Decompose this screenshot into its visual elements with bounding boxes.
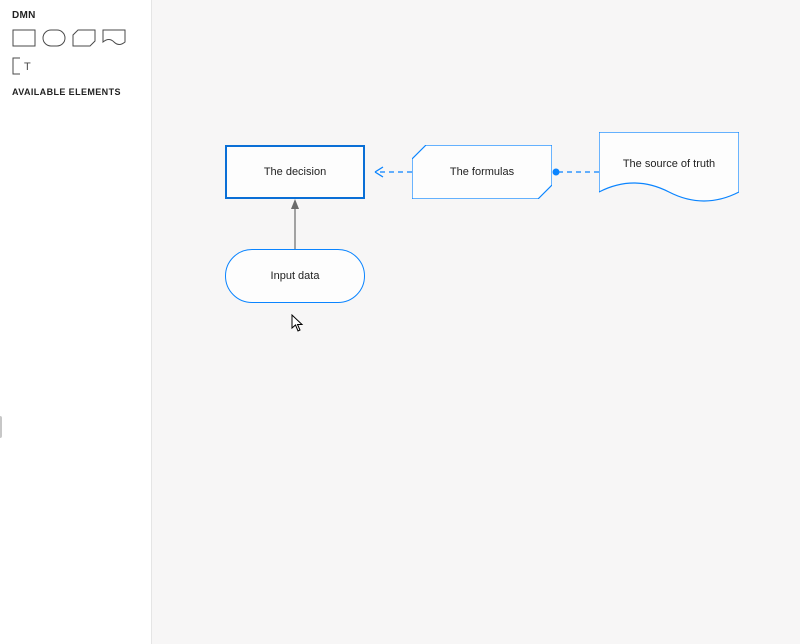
edges-layer <box>152 0 800 644</box>
palette-row-primary <box>12 29 139 47</box>
node-input-label: Input data <box>271 270 320 282</box>
palette-row-secondary: T <box>12 57 139 75</box>
edge-input-to-decision <box>291 199 299 249</box>
palette-input-data-icon[interactable] <box>42 29 66 47</box>
palette-bkm-icon[interactable] <box>72 29 96 47</box>
sidebar-title: DMN <box>12 10 139 21</box>
svg-text:T: T <box>24 61 31 73</box>
scroll-hint <box>0 416 2 438</box>
sidebar: DMN T AVAILABLE ELEMENTS <box>0 0 152 644</box>
palette-text-annotation-icon[interactable]: T <box>12 57 36 75</box>
node-formulas[interactable]: The formulas <box>412 145 552 199</box>
palette-knowledge-source-icon[interactable] <box>102 29 126 47</box>
edge-source-to-formulas <box>553 169 600 176</box>
node-decision-label: The decision <box>264 166 326 178</box>
node-input[interactable]: Input data <box>225 249 365 303</box>
edge-formulas-to-decision <box>375 167 412 177</box>
cursor-icon <box>291 314 305 332</box>
node-decision[interactable]: The decision <box>225 145 365 199</box>
palette-decision-icon[interactable] <box>12 29 36 47</box>
node-source[interactable]: The source of truth <box>599 132 739 212</box>
available-elements-label: AVAILABLE ELEMENTS <box>12 87 139 97</box>
diagram-canvas[interactable]: The decision The formulas The source of … <box>152 0 800 644</box>
